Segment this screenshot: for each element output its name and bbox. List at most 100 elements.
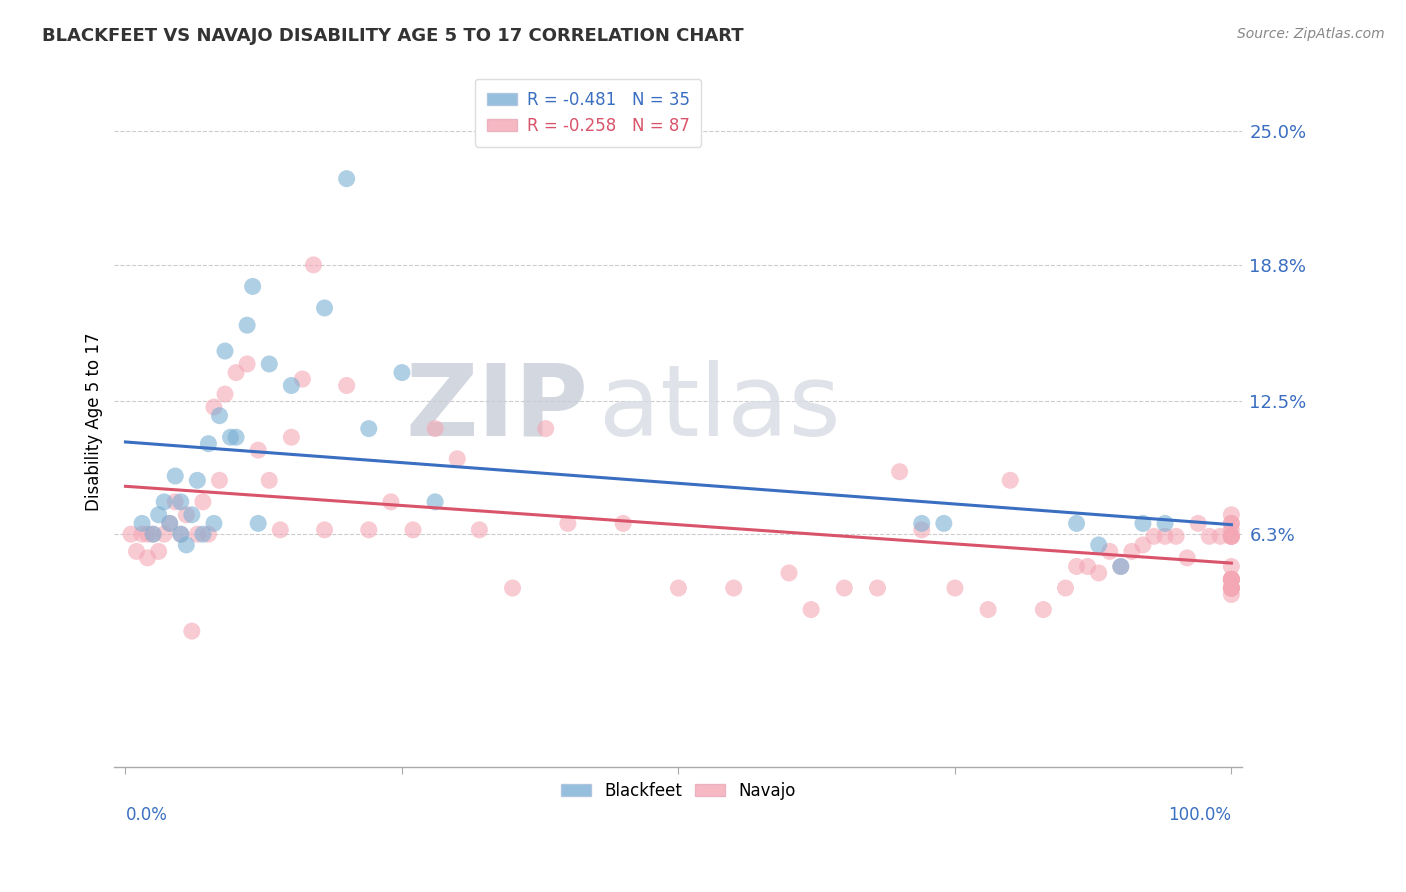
Point [1132,538,1154,552]
Point [180,508,202,522]
Point [1220,529,1243,543]
Point [191,495,214,509]
Point [257,473,280,487]
Point [165,495,187,509]
Point [1143,529,1166,543]
Point [1198,529,1220,543]
Point [357,421,380,435]
Point [557,516,579,531]
Point [977,602,1000,616]
Point [1109,559,1132,574]
Point [1220,581,1243,595]
Point [148,544,170,558]
Point [170,527,193,541]
Point [180,624,202,639]
Point [1077,559,1099,574]
Text: atlas: atlas [599,359,841,457]
Point [889,465,911,479]
Point [1066,516,1088,531]
Text: 0.0%: 0.0% [125,805,167,823]
Point [280,430,302,444]
Point [1220,573,1243,587]
Point [125,544,148,558]
Point [943,581,966,595]
Point [142,527,165,541]
Point [280,378,302,392]
Point [1154,529,1177,543]
Point [1098,544,1121,558]
Point [911,523,934,537]
Point [131,516,153,531]
Point [1220,573,1243,587]
Point [148,508,170,522]
Point [932,516,955,531]
Point [1187,516,1209,531]
Point [1164,529,1187,543]
Point [1220,529,1243,543]
Point [1220,573,1243,587]
Text: BLACKFEET VS NAVAJO DISABILITY AGE 5 TO 17 CORRELATION CHART: BLACKFEET VS NAVAJO DISABILITY AGE 5 TO … [42,27,744,45]
Point [1132,516,1154,531]
Point [800,602,823,616]
Point [446,451,468,466]
Point [247,443,270,458]
Point [236,357,259,371]
Point [1220,573,1243,587]
Point [314,301,336,315]
Point [269,523,291,537]
Legend: Blackfeet, Navajo: Blackfeet, Navajo [554,775,803,806]
Point [153,527,176,541]
Point [257,357,280,371]
Point [1154,516,1177,531]
Point [131,527,153,541]
Point [208,473,231,487]
Point [1220,508,1243,522]
Point [723,581,745,595]
Point [1220,529,1243,543]
Point [1220,581,1243,595]
Point [1220,516,1243,531]
Point [153,495,176,509]
Point [176,538,198,552]
Point [219,430,242,444]
Point [136,550,159,565]
Point [225,366,247,380]
Point [1032,602,1054,616]
Point [998,473,1021,487]
Point [423,495,446,509]
Point [834,581,856,595]
Point [1220,587,1243,601]
Point [314,523,336,537]
Point [202,400,225,414]
Point [1220,529,1243,543]
Text: Source: ZipAtlas.com: Source: ZipAtlas.com [1237,27,1385,41]
Point [236,318,259,333]
Point [1209,529,1232,543]
Point [866,581,889,595]
Point [911,516,934,531]
Point [191,527,214,541]
Point [502,581,524,595]
Point [214,344,236,359]
Y-axis label: Disability Age 5 to 17: Disability Age 5 to 17 [86,333,103,511]
Point [336,378,359,392]
Point [1220,573,1243,587]
Point [197,527,219,541]
Point [197,436,219,450]
Point [186,473,208,487]
Text: ZIP: ZIP [405,359,588,457]
Point [1220,581,1243,595]
Point [142,527,165,541]
Point [1109,559,1132,574]
Point [380,495,402,509]
Point [136,527,159,541]
Point [423,421,446,435]
Point [778,566,800,580]
Point [242,279,264,293]
Point [247,516,270,531]
Point [1175,550,1198,565]
Point [208,409,231,423]
Point [159,516,181,531]
Point [468,523,491,537]
Point [357,523,380,537]
